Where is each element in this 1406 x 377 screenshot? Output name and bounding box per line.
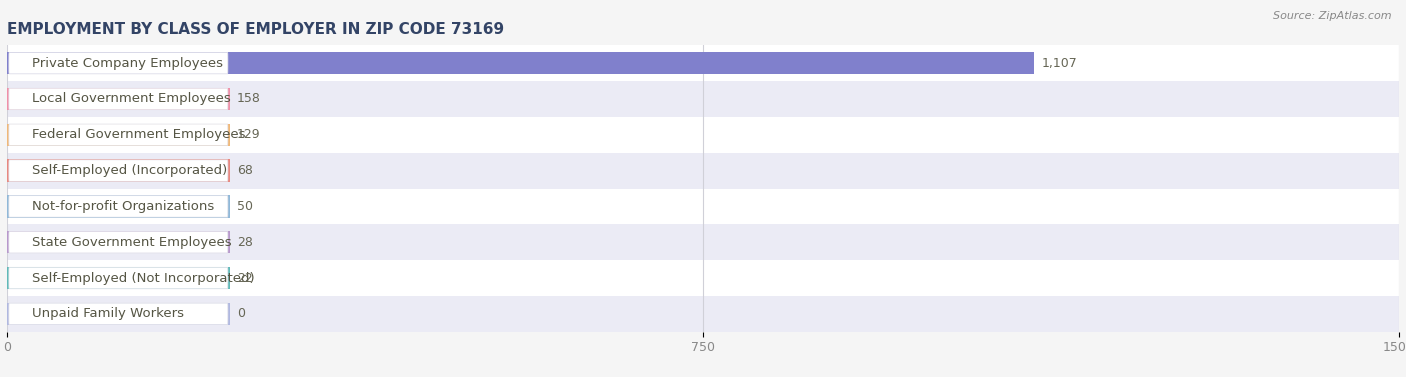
Bar (7, 153, 1399, 188)
Bar (7, 117, 1399, 153)
Text: Local Government Employees: Local Government Employees (32, 92, 231, 106)
Text: 129: 129 (238, 128, 260, 141)
FancyBboxPatch shape (8, 231, 228, 253)
Bar (7, 188, 1399, 224)
Text: Source: ZipAtlas.com: Source: ZipAtlas.com (1274, 11, 1392, 21)
Bar (7, 231, 229, 253)
FancyBboxPatch shape (8, 196, 228, 217)
FancyBboxPatch shape (8, 124, 228, 146)
FancyBboxPatch shape (8, 88, 228, 110)
Text: 68: 68 (238, 164, 253, 177)
Text: Self-Employed (Incorporated): Self-Employed (Incorporated) (32, 164, 228, 177)
FancyBboxPatch shape (8, 160, 228, 181)
Bar (7, 81, 1399, 117)
Bar (7, 159, 229, 182)
FancyBboxPatch shape (8, 303, 228, 325)
Text: 50: 50 (238, 200, 253, 213)
Bar (7, 124, 229, 146)
Text: Self-Employed (Not Incorporated): Self-Employed (Not Incorporated) (32, 271, 254, 285)
Bar (7, 195, 229, 218)
Text: 158: 158 (238, 92, 262, 106)
Bar (7, 224, 1399, 260)
Text: Not-for-profit Organizations: Not-for-profit Organizations (32, 200, 214, 213)
Bar (7, 260, 1399, 296)
Text: Unpaid Family Workers: Unpaid Family Workers (32, 307, 184, 320)
Bar (7, 45, 1399, 81)
Text: 22: 22 (238, 271, 253, 285)
Text: Federal Government Employees: Federal Government Employees (32, 128, 246, 141)
Text: State Government Employees: State Government Employees (32, 236, 232, 249)
Text: 1,107: 1,107 (1042, 57, 1077, 70)
Text: Private Company Employees: Private Company Employees (32, 57, 224, 70)
FancyBboxPatch shape (8, 267, 228, 289)
Text: 28: 28 (238, 236, 253, 249)
Bar (7, 303, 229, 325)
Text: 0: 0 (238, 307, 245, 320)
Bar (7, 296, 1399, 332)
Bar (7, 88, 229, 110)
FancyBboxPatch shape (8, 52, 228, 74)
Bar (7, 267, 229, 289)
Text: EMPLOYMENT BY CLASS OF EMPLOYER IN ZIP CODE 73169: EMPLOYMENT BY CLASS OF EMPLOYER IN ZIP C… (7, 22, 505, 37)
Bar (7, 52, 1035, 74)
